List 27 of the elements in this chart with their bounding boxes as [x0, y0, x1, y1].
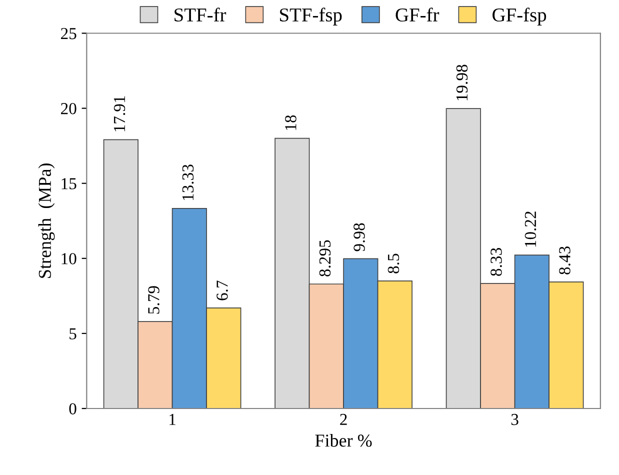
legend-label: GF-fr [396, 8, 440, 22]
data-label: 5.79 [148, 286, 160, 314]
data-label: 19.98 [456, 64, 468, 100]
x-tick-label: 3 [511, 414, 518, 426]
data-label: 17.91 [114, 96, 126, 132]
data-label: 6.7 [216, 280, 228, 300]
y-tick-label: 0 [69, 403, 76, 414]
y-tick-label: 5 [70, 328, 76, 340]
y-tick-label: 10 [62, 253, 76, 264]
legend-label: GF-fsp [492, 8, 546, 26]
x-tick-label: 2 [340, 414, 347, 425]
data-label: 10.22 [524, 212, 536, 247]
data-label: 13.33 [182, 164, 194, 200]
y-tick-label: 15 [62, 178, 76, 190]
x-tick-label: 1 [170, 414, 176, 425]
data-label: 8.43 [559, 246, 570, 274]
legend-label: STF-fsp [280, 8, 342, 26]
x-axis-title: Fiber % [315, 434, 372, 447]
y-tick-label: 20 [61, 103, 76, 114]
data-label: 8.295 [319, 240, 331, 276]
data-label: 8.5 [388, 254, 400, 274]
data-label: 9.98 [354, 223, 365, 252]
legend-label: STF-fr [174, 8, 226, 22]
y-tick-label: 25 [61, 28, 76, 40]
data-label: 8.33 [490, 248, 502, 276]
data-label: 18 [285, 115, 296, 130]
y-axis-title: Strength (MPa) [38, 163, 55, 278]
